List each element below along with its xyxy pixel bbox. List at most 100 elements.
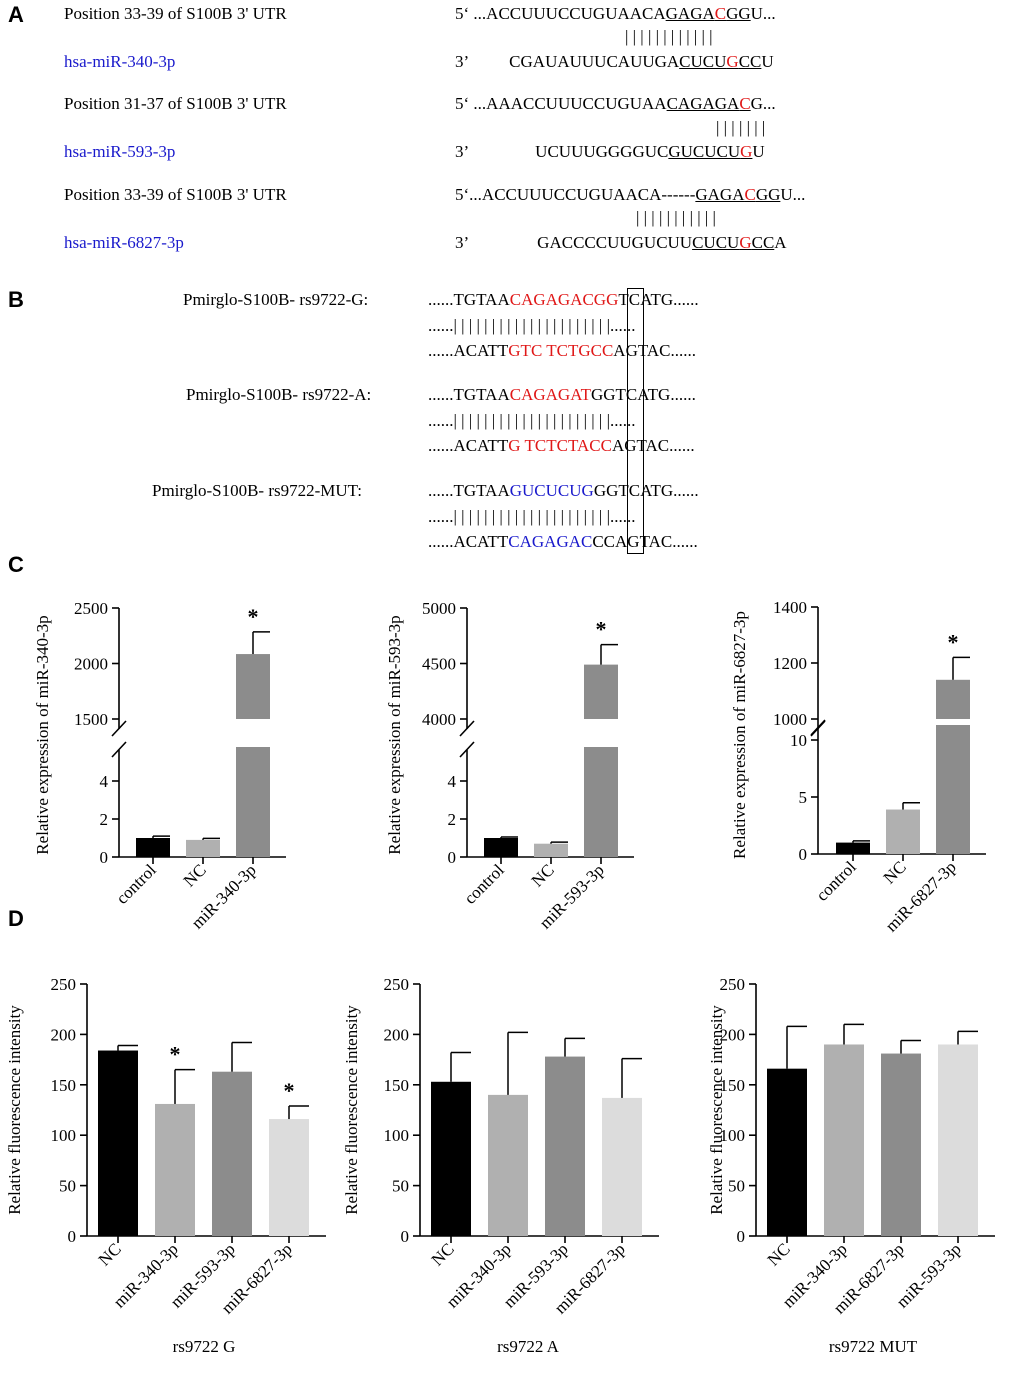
mir-prefix: GACCCCUUGUCUU <box>537 233 693 252</box>
y-tick-label: 1000 <box>773 710 807 729</box>
utr-position-label: Position 33-39 of S100B 3' UTR <box>64 185 287 204</box>
panel-letter-a: A <box>8 2 24 27</box>
mir-prefix: UCUUUGGGGUC <box>535 142 669 161</box>
x-tick-label: NC <box>764 1239 794 1269</box>
mir-prefix: CGAUAUUUCAUUGA <box>509 52 680 71</box>
y-tick-label: 100 <box>51 1126 77 1145</box>
y-tick-label: 2 <box>100 810 109 829</box>
construct-label: Pmirglo-S100B- rs9722-MUT: <box>152 481 362 500</box>
bar <box>824 1044 864 1236</box>
mir-seed-tail: CC <box>751 233 775 252</box>
panel-letter-d: D <box>8 906 24 931</box>
bar <box>155 1103 195 1236</box>
y-tick-label: 200 <box>51 1025 77 1044</box>
chart-title: rs9722 G <box>173 1337 236 1356</box>
y-tick-label: 4000 <box>422 710 456 729</box>
seq-prefix: ...AAACCUUUCCUGUAA <box>473 94 667 113</box>
mir-suffix: A <box>774 233 787 252</box>
snp-base: C <box>744 185 756 204</box>
mirna-label: hsa-miR-340-3p <box>64 52 176 71</box>
bar <box>936 725 970 854</box>
y-tick-label: 5000 <box>422 599 456 618</box>
bar <box>881 1053 921 1236</box>
y-tick-label: 100 <box>720 1126 746 1145</box>
y-axis-label: Relative fluorescence intensity <box>5 1005 24 1215</box>
utr-sequence: 5‘...ACCUUUCCUGUAACA------GAGACGGU... <box>455 185 805 205</box>
seq-suffix: U... <box>750 4 776 23</box>
bar <box>836 842 870 854</box>
seed-region: G TCTCTACC <box>508 436 612 455</box>
construct-label: Pmirglo-S100B- rs9722-G: <box>183 290 369 309</box>
seq-flank: ......TGTAA <box>428 290 510 309</box>
y-tick-label: 2500 <box>74 599 108 618</box>
bar <box>98 1050 138 1236</box>
five-prime-end: 5‘ <box>455 185 470 204</box>
construct-label: Pmirglo-S100B- rs9722-A: <box>186 385 372 404</box>
bar <box>767 1068 807 1236</box>
y-tick-label: 50 <box>59 1177 76 1196</box>
seq-flank: AGTAC...... <box>613 341 696 360</box>
seq-flank: ......TGTAA <box>428 481 510 500</box>
x-tick-label: control <box>460 860 508 908</box>
construct-sequence: ......TGTAACAGAGACGGTCATG...... <box>428 290 699 310</box>
pairing-bars: | | | | | | | <box>716 118 766 137</box>
mirna-sequence: 3’ CGAUAUUUCAUUGACUCUGCCU <box>455 52 774 72</box>
y-tick-label: 2000 <box>74 655 108 674</box>
seq-flank: ......ACATT <box>428 532 509 551</box>
y-tick-label: 1200 <box>773 654 807 673</box>
y-axis-label: Relative expression of miR-593-3p <box>385 615 404 854</box>
y-tick-label: 0 <box>799 845 808 864</box>
y-tick-label: 150 <box>384 1076 410 1095</box>
y-tick-label: 1400 <box>773 598 807 617</box>
seq-prefix: ...ACCUUUCCUGUAACA <box>473 4 666 23</box>
seed-region: GTC TCTGCC <box>508 341 614 360</box>
mirna-label: hsa-miR-593-3p <box>64 142 176 161</box>
utr-position-label: Position 31-37 of S100B 3' UTR <box>64 94 287 113</box>
y-tick-label: 2 <box>448 810 457 829</box>
significance-marker: * <box>284 1078 295 1103</box>
axis-break-mark <box>810 720 826 737</box>
x-tick-label: NC <box>95 1239 125 1269</box>
axis-break-mark <box>111 720 127 737</box>
y-tick-label: 4500 <box>422 655 456 674</box>
pairing-bars: ......| | | | | | | | | | | | | | | | | … <box>428 411 636 430</box>
mirna-sequence: ......ACATTGTC TCTGCCAGTAC...... <box>428 341 696 361</box>
seed-site: GAGA <box>695 185 745 204</box>
seq-flank: ......TGTAA <box>428 385 510 404</box>
axis-break-mark <box>111 741 127 758</box>
y-tick-label: 200 <box>720 1025 746 1044</box>
mir-suffix: U <box>752 142 765 161</box>
y-tick-label: 50 <box>392 1177 409 1196</box>
y-tick-label: 0 <box>448 848 457 867</box>
x-tick-label: NC <box>428 1239 458 1269</box>
bar <box>534 843 568 857</box>
chart-title: rs9722 MUT <box>829 1337 918 1356</box>
significance-marker: * <box>948 629 959 654</box>
snp-base: C <box>739 94 751 113</box>
pairing-bars: ......| | | | | | | | | | | | | | | | | … <box>428 507 636 526</box>
bar <box>936 679 970 719</box>
seq-flank: CCAGTAC...... <box>592 532 698 551</box>
y-tick-label: 50 <box>728 1177 745 1196</box>
seq-suffix: G... <box>750 94 776 113</box>
seq-suffix: U... <box>780 185 806 204</box>
seed-region: CAGAGAT <box>509 385 591 404</box>
y-axis-label: Relative expression of miR-6827-3p <box>730 611 749 859</box>
bar <box>545 1056 585 1236</box>
utr-position-label: Position 33-39 of S100B 3' UTR <box>64 4 287 23</box>
x-tick-label: NC <box>180 860 210 890</box>
y-tick-label: 4 <box>100 772 109 791</box>
y-tick-label: 5 <box>799 788 808 807</box>
seq-prefix: ...ACCUUUCCUGUAACA------ <box>469 185 696 204</box>
snp-base: C <box>714 4 727 23</box>
mir-seed: CUCU <box>692 233 740 252</box>
mirna-sequence: ......ACATTG TCTCTACCAGTAC...... <box>428 436 695 456</box>
axis-break-mark <box>459 741 475 758</box>
y-axis-label: Relative expression of miR-340-3p <box>33 615 52 854</box>
bar <box>186 839 220 857</box>
mir-suffix: U <box>761 52 774 71</box>
chart-title: rs9722 A <box>497 1337 560 1356</box>
utr-sequence: 5‘ ...ACCUUUCCUGUAACAGAGACGGU... <box>455 4 776 24</box>
three-prime-end: 3’ <box>455 142 470 161</box>
mir-seed: CUCU <box>679 52 727 71</box>
